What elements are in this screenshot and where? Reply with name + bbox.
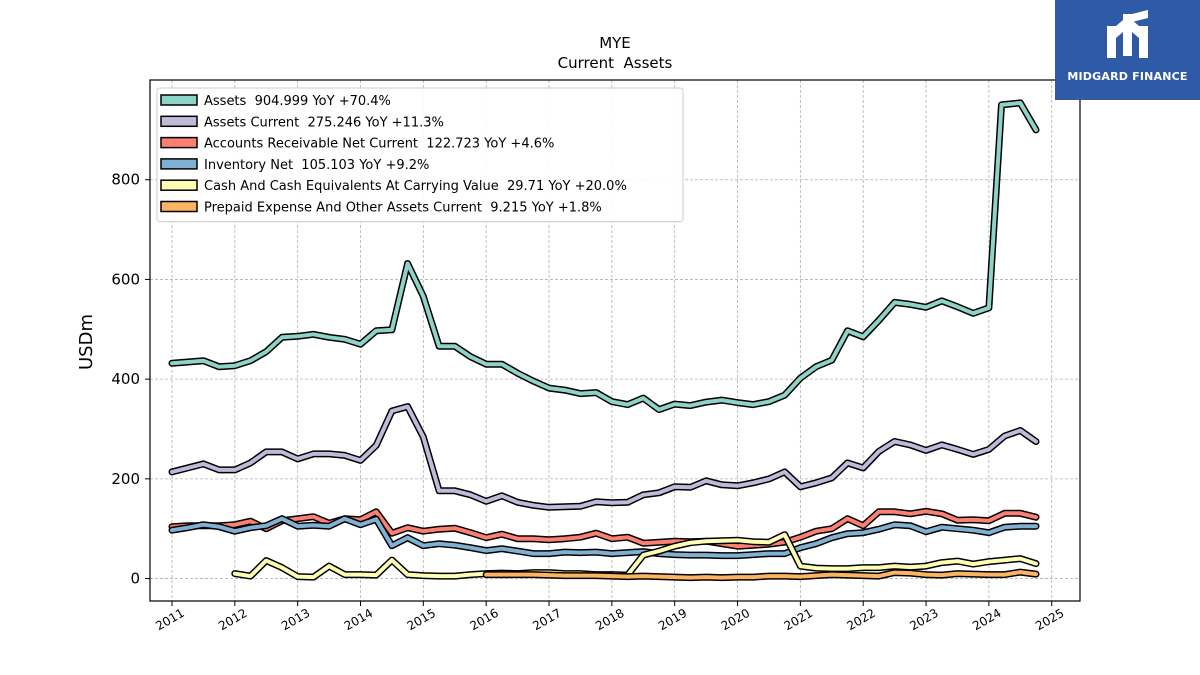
plot-frame (149, 79, 1081, 602)
legend-label: Assets 904.999 YoY +70.4% (204, 94, 391, 109)
legend-box (156, 87, 684, 223)
legend-swatch (160, 136, 198, 149)
y-axis: 0 200 400 600 800 (111, 171, 150, 588)
y-tick-label: 400 (111, 370, 140, 388)
y-tick-label: 0 (130, 570, 140, 588)
series-line-2 (168, 403, 1040, 511)
legend-swatch (160, 94, 198, 106)
legend-label: Prepaid Expense And Other Assets Current… (204, 201, 602, 216)
series-stroke (484, 570, 1038, 580)
series-line-4 (168, 515, 1040, 560)
y-tick-label: 800 (111, 171, 140, 189)
series-stroke (170, 404, 1038, 510)
legend-swatch (160, 179, 198, 191)
legend-swatch (160, 158, 198, 170)
legend-label: Inventory Net 105.103 YoY +9.2% (204, 158, 429, 173)
legend-item-1: Assets 904.999 YoY +70.4% (160, 94, 391, 109)
series-stroke (170, 100, 1038, 412)
brand-name: MIDGARD FINANCE (1067, 70, 1188, 83)
chart-subtitle: Current Assets (558, 54, 673, 72)
y-axis-label: USDm (76, 314, 97, 370)
legend-item-2: Assets Current 275.246 YoY +11.3% (160, 115, 444, 130)
legend-item-3: Accounts Receivable Net Current 122.723 … (160, 136, 554, 152)
series-line-6 (482, 568, 1040, 582)
brand-logo-icon (1107, 10, 1148, 58)
series-stroke (170, 516, 1038, 558)
series-group (168, 99, 1040, 582)
legend-label: Assets Current 275.246 YoY +11.3% (204, 115, 444, 130)
chart-title: MYE (599, 34, 631, 52)
series-stroke (232, 532, 1038, 580)
legend-swatch (160, 200, 198, 213)
series-line-3 (168, 507, 1040, 550)
y-tick-label: 600 (111, 270, 140, 288)
legend-item-5: Cash And Cash Equivalents At Carrying Va… (160, 179, 627, 194)
legend-swatch (160, 115, 198, 128)
legend: Assets 904.999 YoY +70.4% Assets Current … (156, 87, 684, 223)
brand-logo: MIDGARD FINANCE (1055, 0, 1200, 100)
series-stroke (170, 509, 1038, 549)
legend-label: Cash And Cash Equivalents At Carrying Va… (204, 179, 627, 194)
y-tick-label: 200 (111, 470, 140, 488)
series-line-5 (231, 531, 1040, 581)
series-line-1 (168, 99, 1040, 414)
legend-item-4: Inventory Net 105.103 YoY +9.2% (160, 158, 429, 173)
legend-label: Accounts Receivable Net Current 122.723 … (204, 137, 554, 152)
legend-item-6: Prepaid Expense And Other Assets Current… (160, 200, 602, 216)
